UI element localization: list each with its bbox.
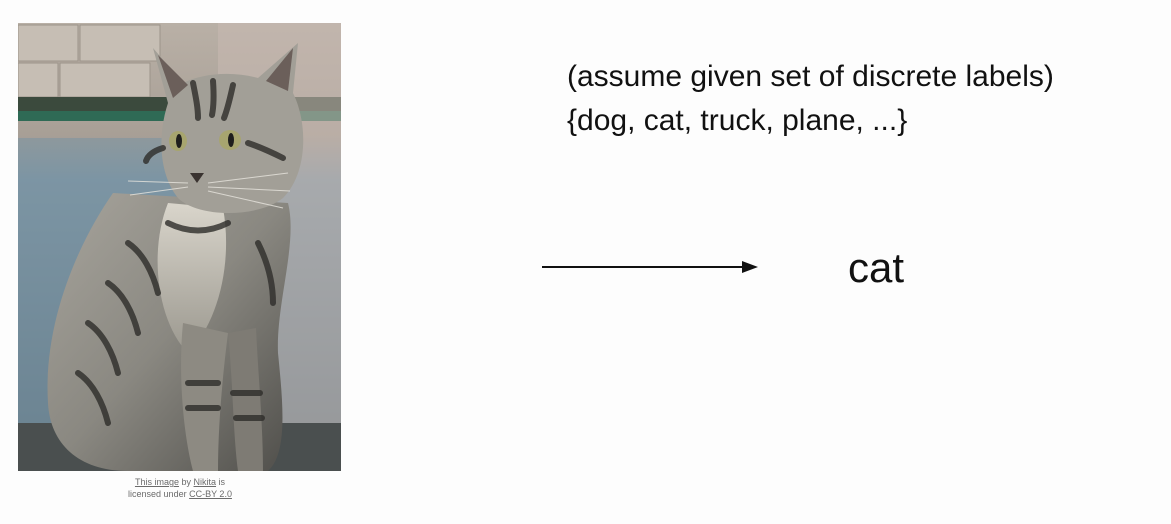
- image-link[interactable]: This image: [134, 477, 179, 487]
- cat-photo: [18, 23, 341, 471]
- license-link[interactable]: CC-BY 2.0: [189, 489, 232, 499]
- author-link[interactable]: Nikita: [193, 477, 217, 487]
- credit-licensed-under: licensed under: [128, 489, 187, 499]
- assumption-text: (assume given set of discrete labels): [567, 60, 1054, 93]
- label-set-text: {dog, cat, truck, plane, ...}: [567, 104, 908, 137]
- credit-by: by: [181, 477, 191, 487]
- predicted-label: cat: [848, 244, 905, 291]
- cat-photo-illustration: [18, 23, 341, 471]
- right-arrow-icon: [542, 261, 758, 273]
- image-credit: This image by Nikita is licensed under C…: [60, 476, 300, 500]
- credit-is: is: [218, 477, 226, 487]
